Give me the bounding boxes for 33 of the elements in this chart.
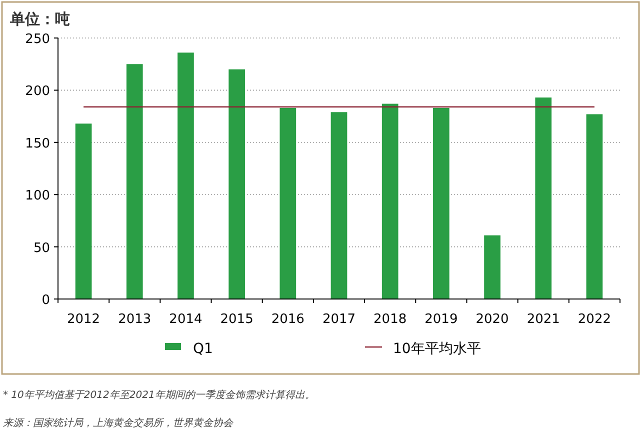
y-tick-label: 250: [25, 32, 50, 47]
x-tick-label: 2013: [118, 312, 152, 327]
bar: [382, 104, 398, 299]
legend-label: Q1: [193, 341, 213, 357]
bar: [586, 114, 603, 299]
bar: [433, 108, 450, 299]
y-tick-label: 150: [25, 136, 50, 152]
bar: [330, 112, 348, 299]
text: * 10年平均值基于2012年至2021年期间的一季度金饰需求计算得出。: [3, 389, 315, 401]
x-tick-label: 2014: [169, 312, 202, 327]
x-tick-label: 2018: [374, 312, 407, 327]
bar: [178, 52, 194, 299]
x-tick-label: 2012: [67, 312, 100, 327]
x-tick-label: 2019: [424, 312, 458, 327]
legend-label: 10年平均水平: [393, 341, 481, 357]
x-tick-label: 2017: [322, 312, 356, 327]
y-tick-label: 100: [25, 188, 50, 204]
y-tick-label: 200: [25, 84, 50, 100]
y-tick-label: 0: [42, 293, 50, 308]
x-tick-label: 2020: [476, 312, 509, 327]
bar: [126, 64, 143, 299]
x-tick-label: 2015: [220, 312, 254, 327]
bar: [228, 69, 245, 299]
x-tick-label: 2021: [526, 312, 560, 327]
bar: [280, 108, 296, 299]
y-axis-title: 单位：吨: [9, 10, 70, 28]
bar: [75, 124, 92, 299]
x-tick-label: 2022: [578, 312, 611, 327]
bar: [535, 98, 552, 299]
y-tick-label: 50: [33, 240, 50, 256]
x-tick-label: 2016: [271, 312, 304, 327]
source-note: 来源：国家统计局，上海黄金交易所，世界黄金协会: [3, 417, 234, 429]
bar: [484, 235, 500, 299]
